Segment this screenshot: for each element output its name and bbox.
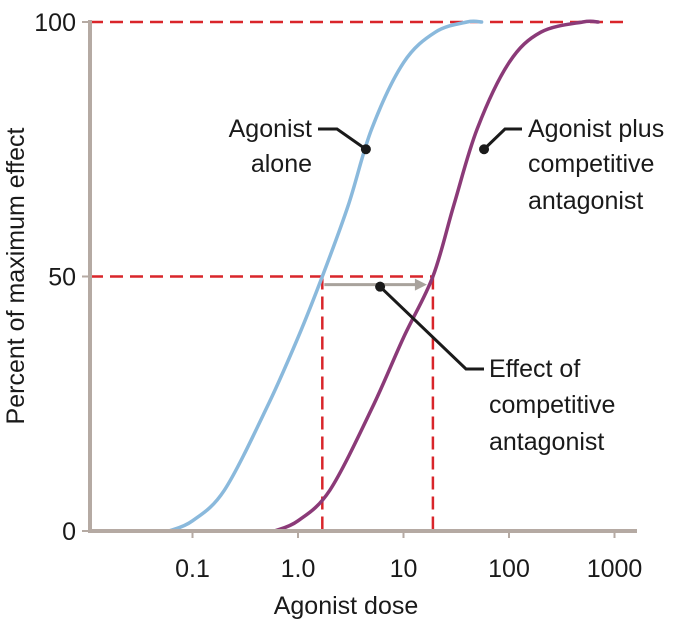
x-axis-title: Agonist dose bbox=[274, 592, 419, 620]
annotation-dot bbox=[360, 144, 371, 155]
annotation-dot bbox=[375, 281, 386, 292]
y-axis-title: Percent of maximum effect bbox=[2, 128, 30, 425]
reference-lines bbox=[90, 20, 626, 531]
annotation-agonist-plus-antagonist: antagonist bbox=[528, 187, 643, 215]
leader-line bbox=[318, 127, 367, 151]
x-tick-label: 1.0 bbox=[281, 555, 316, 583]
y-tick-label: 0 bbox=[62, 518, 76, 546]
annotation-dot bbox=[479, 144, 490, 155]
x-tick-label: 0.1 bbox=[175, 555, 210, 583]
leader-line bbox=[482, 127, 522, 151]
curve-agonist bbox=[167, 19, 484, 533]
arrow-layer bbox=[324, 278, 427, 291]
annotation-agonist-alone: Agonist bbox=[229, 115, 312, 143]
annotation-layer: Agonist alone Agonist plus competitive antag… bbox=[229, 115, 665, 456]
y-tick-label: 50 bbox=[48, 264, 76, 292]
annotation-agonist-plus-antagonist: Agonist plus bbox=[528, 115, 664, 143]
annotation-effect-of-antagonist: competitive bbox=[489, 391, 615, 419]
curves bbox=[167, 19, 600, 533]
annotation-effect-of-antagonist: Effect of bbox=[489, 355, 580, 383]
shift-arrow-head bbox=[414, 278, 427, 291]
x-tick-label: 100 bbox=[488, 555, 530, 583]
x-tick-label: 1000 bbox=[587, 555, 643, 583]
annotation-agonist-alone: alone bbox=[251, 150, 312, 178]
leader-line bbox=[379, 285, 484, 371]
curve-agonist_plus_antagonist bbox=[272, 19, 600, 533]
x-tick-label: 10 bbox=[390, 555, 418, 583]
tick-layer: 0.1 1.0 10 100 1000 0 50 100 bbox=[34, 9, 642, 583]
y-tick-label: 100 bbox=[34, 9, 76, 37]
annotation-agonist-plus-antagonist: competitive bbox=[528, 150, 654, 178]
annotation-effect-of-antagonist: antagonist bbox=[489, 428, 604, 456]
